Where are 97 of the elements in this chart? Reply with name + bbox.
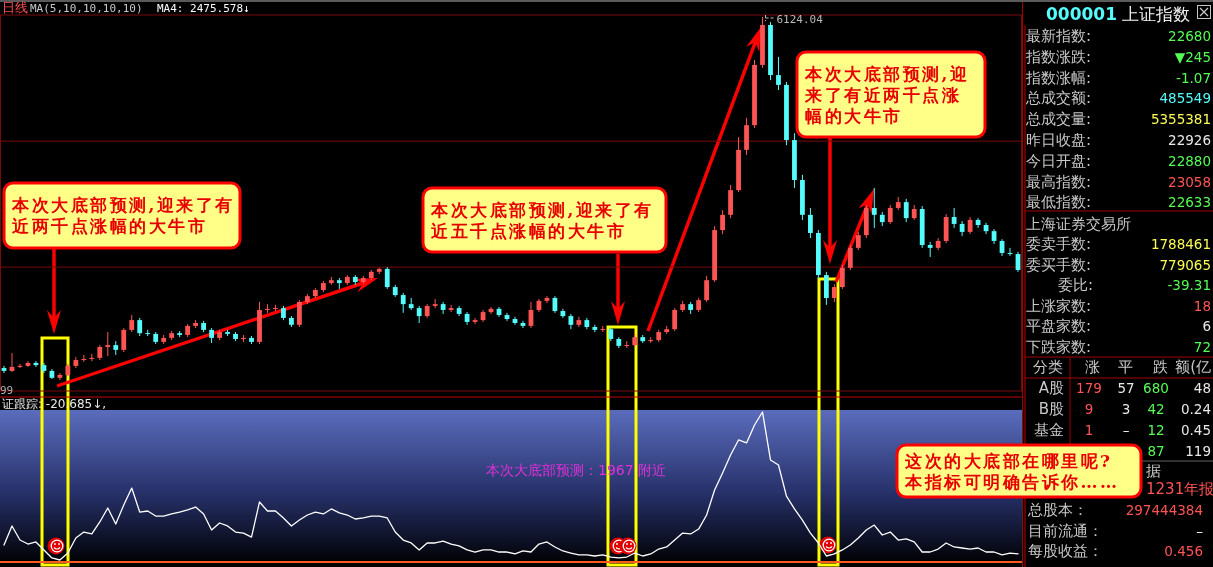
candlestick xyxy=(384,266,390,290)
candlestick xyxy=(440,301,446,315)
candlestick xyxy=(903,198,909,223)
text: 平盘家数: xyxy=(1026,317,1092,336)
candlestick xyxy=(121,327,127,353)
text: 下跌家数: xyxy=(1026,338,1092,356)
text: 0.24 xyxy=(1180,401,1211,417)
text: MA4: 2475.578↓ xyxy=(157,2,250,15)
text: 据 xyxy=(1146,462,1161,480)
candlestick xyxy=(576,316,582,328)
text: 3 xyxy=(1121,401,1131,417)
text: 上涨家数: xyxy=(1026,296,1092,315)
text: 22680 xyxy=(1168,28,1211,44)
text: 上海证券交易所 xyxy=(1026,215,1131,233)
candlestick xyxy=(823,271,829,306)
text: 23058 xyxy=(1168,173,1211,190)
text: 48 xyxy=(1193,380,1211,396)
text: 指数涨跌: xyxy=(1025,47,1092,66)
text: 最新指数: xyxy=(1026,27,1092,45)
text: 297444384 xyxy=(1125,502,1203,518)
annotation: 本次大底部预测,迎来了有近两千点涨幅的大牛市 xyxy=(11,195,235,236)
text: 119 xyxy=(1185,443,1211,459)
candlestick xyxy=(887,204,893,225)
text: A股 xyxy=(1038,379,1064,397)
candlestick xyxy=(57,372,63,381)
candlestick xyxy=(73,356,79,369)
candlestick xyxy=(808,207,813,239)
text: 485549 xyxy=(1159,90,1211,107)
candlestick xyxy=(448,304,454,313)
candlestick xyxy=(871,187,877,229)
text: 最高指数: xyxy=(1026,172,1092,191)
text: 1 xyxy=(1084,422,1094,438)
text: 委卖手数: xyxy=(1026,235,1092,253)
candlestick xyxy=(943,213,949,244)
text: 9 xyxy=(1084,401,1094,417)
text: 1788461 xyxy=(1150,236,1211,252)
text: 18 xyxy=(1193,297,1211,314)
text: -39.31 xyxy=(1167,277,1211,294)
text: 总成交额: xyxy=(1025,89,1092,108)
chart-title: 日线 xyxy=(2,0,28,15)
candlestick xyxy=(297,299,302,328)
text: 委买手数: xyxy=(1026,255,1092,274)
candlestick xyxy=(951,207,957,229)
text: 5355381 xyxy=(1150,111,1211,128)
text: 总成交量: xyxy=(1025,110,1092,129)
text: 每股收益： xyxy=(1028,542,1103,560)
text: – xyxy=(1122,422,1130,438)
text: 22926 xyxy=(1168,132,1211,148)
text: 000001 上证指数 xyxy=(1046,4,1191,24)
annotation: 6124.04 xyxy=(776,13,824,26)
text: 总股本： xyxy=(1027,501,1088,519)
text: 179 xyxy=(1076,380,1102,396)
text: – xyxy=(1196,523,1204,539)
text: 72 xyxy=(1193,339,1211,355)
text: 87 xyxy=(1147,443,1165,459)
candlestick xyxy=(672,307,678,332)
text: 680 xyxy=(1143,380,1169,396)
text: 99 xyxy=(0,384,14,397)
text: 42 xyxy=(1147,401,1165,417)
candlestick xyxy=(720,209,725,235)
text: 指数涨幅: xyxy=(1025,68,1092,87)
candlestick xyxy=(839,264,845,290)
candlestick xyxy=(776,56,781,91)
candlestick xyxy=(704,275,710,303)
text: 今日开盘: xyxy=(1026,151,1092,170)
text: 1231年报 xyxy=(1146,480,1213,498)
text: 12 xyxy=(1147,422,1165,438)
text: 基金 xyxy=(1034,421,1064,439)
annotation: 这次的大底部在哪里呢?本指标可明确告诉你…… xyxy=(904,450,1120,492)
text: 最低指数: xyxy=(1026,193,1092,212)
candlestick xyxy=(400,292,406,314)
candlestick xyxy=(105,331,111,357)
candlestick xyxy=(847,244,853,271)
text: B股 xyxy=(1038,400,1064,418)
text: 分类 xyxy=(1033,358,1063,376)
annotation: 本次大底部预测,迎来了有近两千点涨幅的大牛市 xyxy=(804,63,970,126)
text: 平 xyxy=(1117,358,1133,376)
text: 0.456 xyxy=(1164,543,1203,559)
text: 昨日收盘: xyxy=(1026,131,1092,149)
chart-subtitle: MA(5,10,10,10,10) xyxy=(30,2,143,15)
text: 跌 xyxy=(1152,358,1168,376)
text: -1.07 xyxy=(1176,69,1211,86)
text: 57 xyxy=(1117,380,1135,396)
text: ▼245 xyxy=(1174,48,1211,65)
text: 额(亿 xyxy=(1175,358,1211,376)
annotation: 本次大底部预测,迎来了有近五千点涨幅的大牛市 xyxy=(430,199,654,241)
candlestick xyxy=(855,231,861,251)
text: 0.45 xyxy=(1180,422,1211,438)
text: 6 xyxy=(1202,318,1211,335)
candlestick xyxy=(959,220,965,237)
candlestick xyxy=(137,317,143,337)
text: 目前流通： xyxy=(1028,522,1103,540)
text: 22633 xyxy=(1168,194,1211,211)
text: 779065 xyxy=(1159,256,1211,273)
text: 涨 xyxy=(1084,358,1100,376)
text: 22880 xyxy=(1168,152,1211,169)
text: 委比: xyxy=(1057,276,1093,295)
